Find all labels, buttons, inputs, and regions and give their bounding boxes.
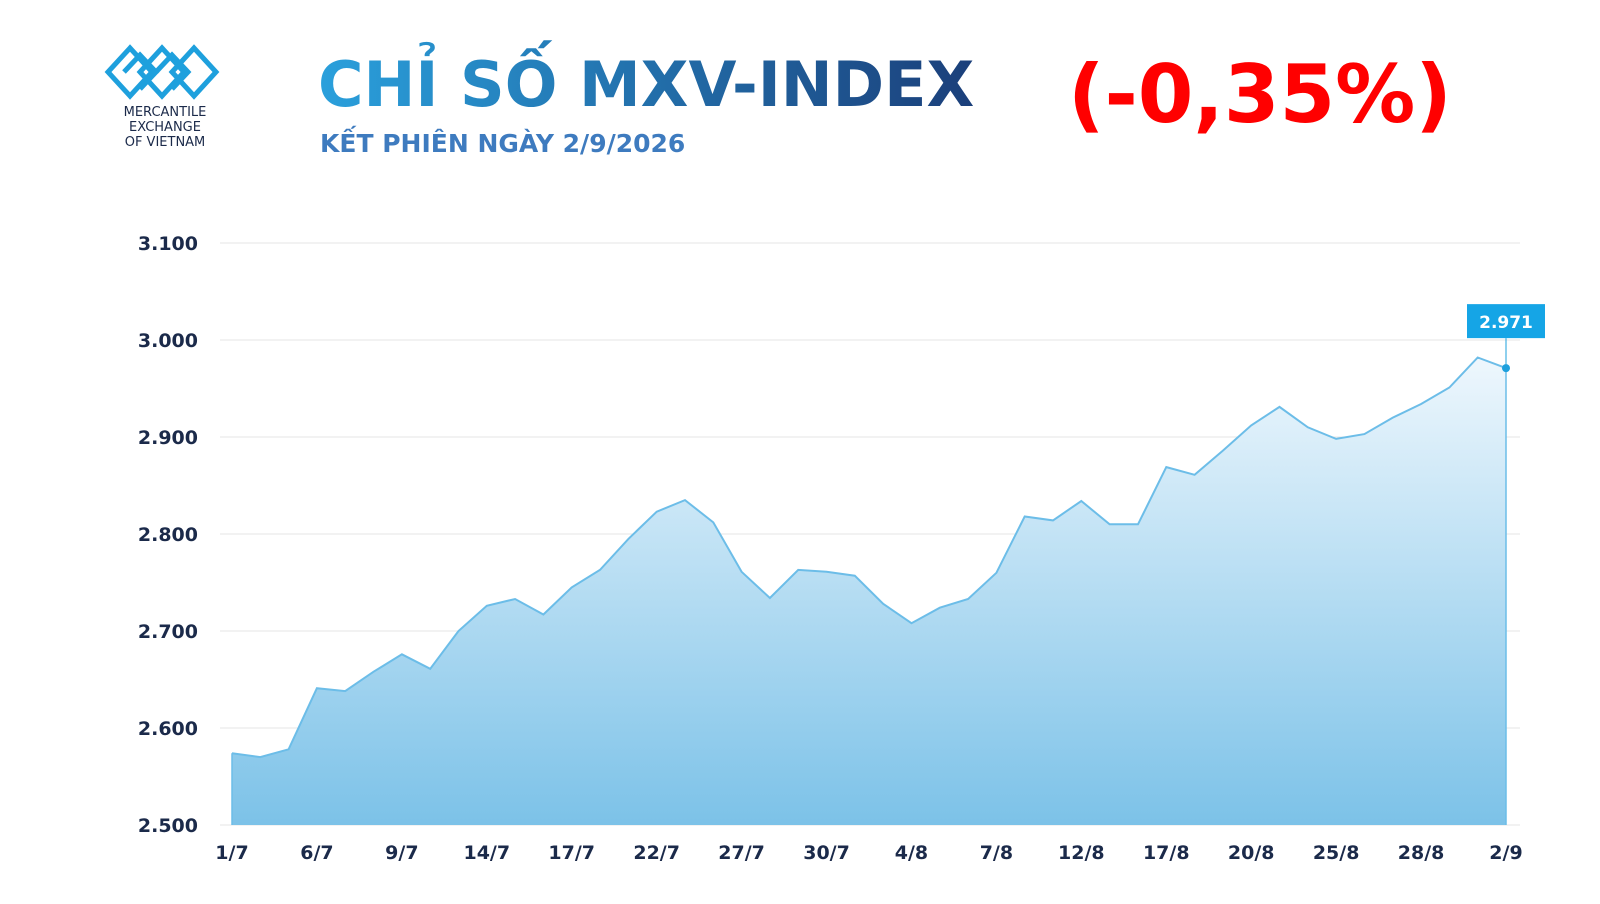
x-tick-label: 1/7: [215, 842, 248, 864]
x-tick-label: 22/7: [633, 842, 680, 864]
x-tick-label: 17/7: [548, 842, 595, 864]
x-tick-label: 14/7: [463, 842, 510, 864]
x-tick-label: 12/8: [1058, 842, 1105, 864]
x-tick-label: 25/8: [1313, 842, 1360, 864]
x-tick-label: 30/7: [803, 842, 850, 864]
y-tick-label: 3.000: [138, 330, 198, 352]
x-tick-label: 2/9: [1489, 842, 1522, 864]
y-tick-label: 2.500: [138, 815, 198, 837]
y-tick-label: 2.800: [138, 524, 198, 546]
y-tick-label: 3.100: [138, 233, 198, 255]
x-tick-label: 4/8: [895, 842, 928, 864]
subtitle: KẾT PHIÊN NGÀY 2/9/2026: [320, 125, 685, 158]
x-tick-label: 20/8: [1228, 842, 1275, 864]
change: (-0,35%): [1068, 48, 1452, 141]
logo: [104, 44, 220, 100]
title: CHỈ SỐ MXV-INDEX: [318, 40, 974, 121]
logo-text: EXCHANGE: [129, 120, 201, 135]
logo-text: MERCANTILE: [124, 105, 207, 120]
y-tick-label: 2.700: [138, 621, 198, 643]
x-tick-label: 17/8: [1143, 842, 1190, 864]
value-label: 2.971: [1479, 313, 1533, 333]
x-tick-label: 27/7: [718, 842, 765, 864]
x-tick-label: 28/8: [1398, 842, 1445, 864]
y-tick-label: 2.900: [138, 427, 198, 449]
logo-text: OF VIETNAM: [125, 135, 206, 150]
x-tick-label: 6/7: [300, 842, 333, 864]
y-tick-label: 2.600: [138, 718, 198, 740]
line: [231, 356, 1507, 759]
x-tick-label: 7/8: [980, 842, 1013, 864]
x-tick-label: 9/7: [385, 842, 418, 864]
area: [232, 357, 1506, 825]
label-box: [1467, 304, 1545, 339]
